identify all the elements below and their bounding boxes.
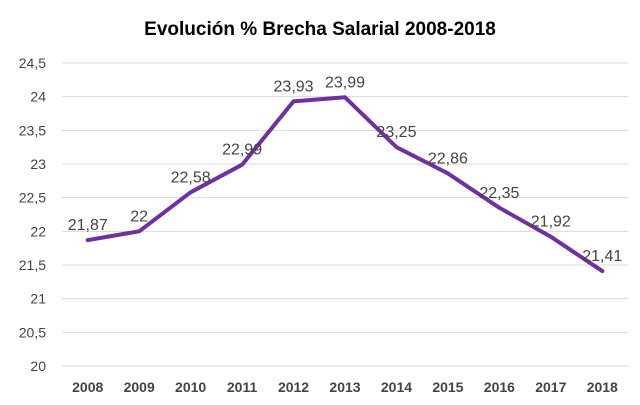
y-tick-label: 22 <box>30 223 46 239</box>
x-tick-label: 2015 <box>432 379 463 395</box>
y-tick-label: 20 <box>30 358 46 374</box>
x-tick-label: 2008 <box>72 379 103 395</box>
y-tick-label: 21 <box>30 291 46 307</box>
y-tick-label: 21,5 <box>19 257 46 273</box>
x-tick-label: 2011 <box>227 379 258 395</box>
x-tick-label: 2012 <box>278 379 309 395</box>
data-label: 23,25 <box>376 124 416 141</box>
data-label: 22,35 <box>479 185 519 202</box>
data-label: 21,92 <box>531 214 571 231</box>
data-label: 21,87 <box>68 217 108 234</box>
y-axis-ticks: 20 20,5 21 21,5 22 22,5 23 23,5 24 24,5 <box>19 55 46 374</box>
chart-title: Evolución % Brecha Salarial 2008-2018 <box>144 19 496 40</box>
x-axis-ticks: 2008 2009 2010 2011 2012 2013 2014 2015 2016 2017… <box>72 379 618 395</box>
x-tick-label: 2010 <box>175 379 206 395</box>
y-tick-label: 23 <box>30 156 46 172</box>
data-label: 21,41 <box>582 248 622 265</box>
x-tick-label: 2018 <box>587 379 618 395</box>
x-tick-label: 2013 <box>329 379 360 395</box>
data-label: 23,93 <box>274 78 314 95</box>
data-labels: 21,87 22 22,58 22,99 23,93 23,99 23,25 22,86 22,… <box>68 74 623 265</box>
series-line <box>85 95 605 274</box>
y-tick-label: 23,5 <box>19 122 46 138</box>
data-label: 22,58 <box>171 169 211 186</box>
y-tick-label: 24 <box>30 89 46 105</box>
y-tick-label: 22,5 <box>19 190 46 206</box>
data-label: 22 <box>130 208 148 225</box>
x-tick-label: 2014 <box>381 379 412 395</box>
x-tick-label: 2016 <box>484 379 515 395</box>
y-tick-label: 20,5 <box>19 324 46 340</box>
y-tick-label: 24,5 <box>19 55 46 71</box>
data-label: 22,99 <box>222 142 262 159</box>
data-label: 23,99 <box>325 74 365 91</box>
x-tick-label: 2017 <box>535 379 566 395</box>
x-tick-label: 2009 <box>124 379 155 395</box>
series-layer <box>85 95 605 274</box>
data-label: 22,86 <box>428 150 468 167</box>
